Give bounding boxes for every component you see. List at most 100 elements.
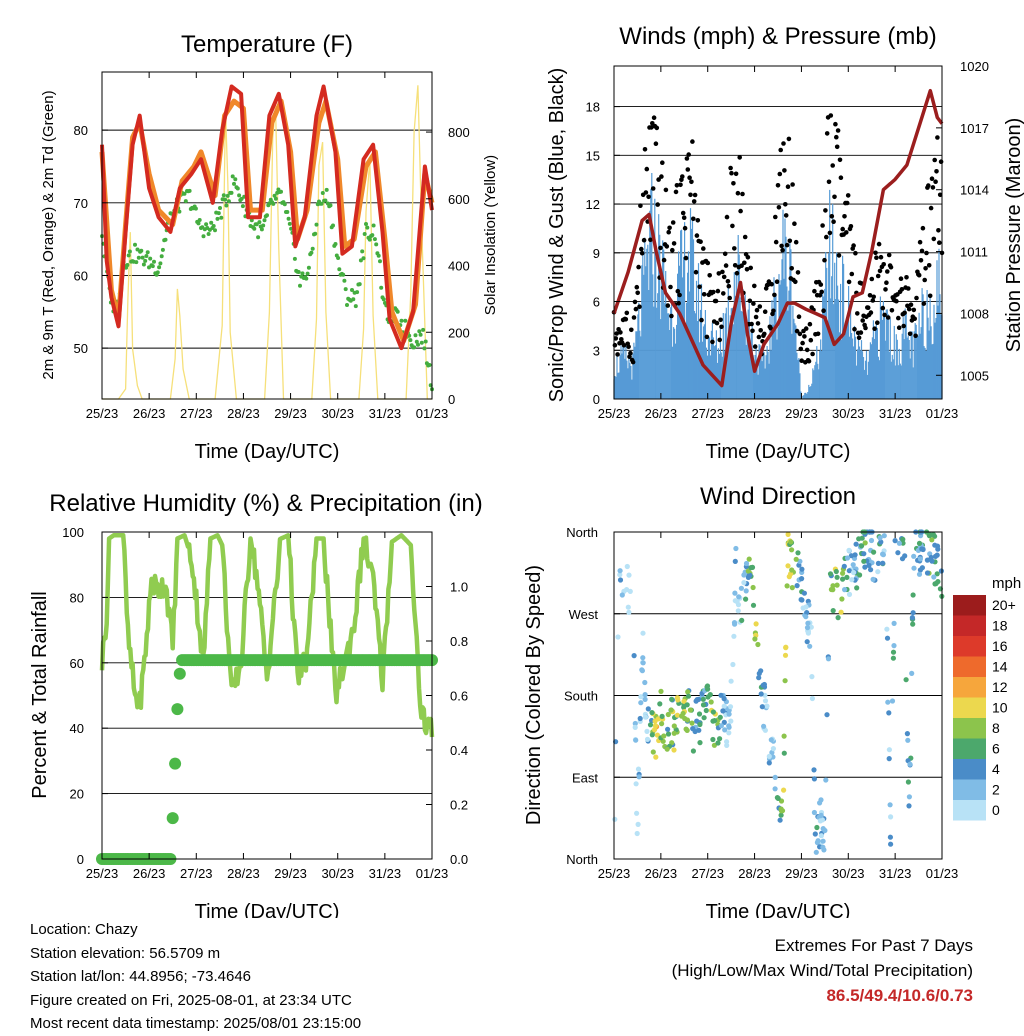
dewpoint-point [193,206,198,211]
gust-point [907,331,913,337]
dewpoint-point [412,345,417,350]
direction-point [732,590,738,596]
gust-point [733,171,739,177]
direction-point [778,806,784,812]
direction-point [659,713,665,720]
direction-point [798,597,804,603]
direction-point [804,639,810,645]
dewpoint-point [341,272,346,277]
gust-point [875,273,881,279]
gust-point [822,257,827,263]
gust-point [755,321,761,326]
direction-point [708,699,714,705]
gust-point [896,325,902,331]
gust-point [669,313,674,319]
legend-swatch [953,677,986,698]
gust-point [911,307,917,313]
direction-point [768,737,774,743]
legend-swatch [953,800,986,821]
gust-point [742,260,747,266]
dewpoint-point [229,190,234,195]
humidity-xtick-label: 27/23 [180,866,213,881]
rain-ytick-label: 0.0 [450,852,468,867]
winds-xtick-label: 27/23 [691,406,724,421]
direction-point [617,572,623,578]
gust-point [779,243,784,249]
direction-point [830,608,836,614]
direction-point [801,590,808,596]
dewpoint-point [139,248,144,253]
direction-point [718,692,724,698]
gust-point [833,121,838,127]
direction-point [700,702,707,708]
direction-point [642,692,648,698]
gust-point [692,192,698,198]
direction-point [726,711,732,717]
winds-xtick-label: 29/23 [785,406,818,421]
gust-point [874,255,879,260]
direction-point [700,696,706,702]
direction-point [649,732,655,738]
gust-point [769,281,774,287]
direction-point [909,670,915,677]
dewpoint-point [427,363,432,367]
direction-point [696,696,702,703]
direction-point [842,587,848,593]
direction-point [916,540,923,547]
gust-point [638,203,643,208]
direction-point [696,711,703,717]
direction-ytick-label: East [572,770,598,785]
dewpoint-point [337,267,342,272]
direction-point [697,721,703,728]
direction-point [640,655,646,661]
gust-point [926,183,931,188]
dewpoint-point [126,253,131,258]
gust-point [717,337,722,343]
direction-point [775,795,781,802]
gust-point [757,304,763,309]
dewpoint-point [417,329,422,334]
humidity-xtick-label: 31/23 [369,866,402,881]
gust-point [734,270,740,276]
direction-point [840,570,846,576]
direction-point [834,582,840,588]
winds-xlabel: Time (Day/UTC) [706,441,851,463]
gust-point [937,240,942,245]
temperature-xtick-label: 27/23 [180,406,213,421]
direction-point [881,533,887,539]
dewpoint-point [221,193,226,198]
direction-point [878,539,884,545]
direction-point [680,710,686,717]
gust-point [778,147,783,153]
gust-point [823,208,828,213]
gust-point [844,200,850,206]
gust-point [690,139,695,144]
direction-point [758,691,764,697]
legend-swatch [953,697,986,718]
gust-point [628,350,633,356]
gust-point [745,254,751,260]
gust-point [742,234,748,240]
direction-point [817,818,824,824]
station-location: Location: Chazy [30,921,138,938]
gust-point [876,241,882,247]
gust-point [783,202,788,207]
direction-point [747,572,753,578]
gust-point [806,358,812,364]
humidity-xtick-label: 30/23 [321,866,354,881]
dewpoint-point [183,199,188,204]
dewpoint-point [395,309,400,314]
dewpoint-point [331,223,335,228]
direction-point [795,550,801,556]
gust-point [775,183,781,188]
direction-point [895,550,901,556]
direction-point [748,565,754,571]
rain-ytick-label: 0.2 [450,798,468,813]
gust-point [716,271,722,276]
gust-point [776,205,782,210]
direction-point [862,540,868,546]
gust-point [889,308,895,313]
direction-point [818,833,825,839]
direction-point [770,746,777,752]
direction-point [734,599,740,605]
